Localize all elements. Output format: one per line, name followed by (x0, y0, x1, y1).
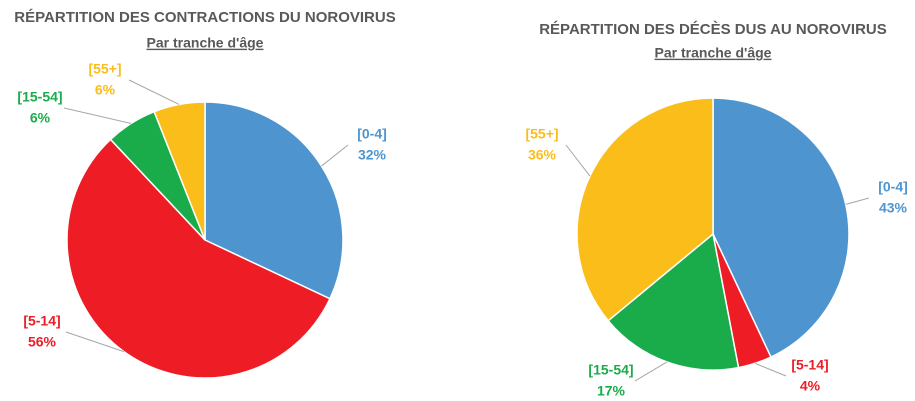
chart-title: RÉPARTITION DES CONTRACTIONS DU NOROVIRU… (14, 9, 395, 26)
slice-label: [55+] (525, 126, 558, 142)
pie-slice (153, 101, 206, 241)
leader-line (65, 331, 125, 353)
slice-value: 6% (95, 82, 116, 98)
slice-value: 4% (800, 378, 821, 394)
slice-label: [15-54] (17, 89, 62, 105)
leader-line (565, 144, 591, 177)
leader-line (321, 144, 349, 167)
leader-line (63, 107, 132, 124)
chart-subtitle: Par tranche d'âge (147, 35, 264, 51)
slice-value: 36% (528, 147, 557, 163)
chart-subtitle: Par tranche d'âge (655, 45, 772, 61)
leader-line (845, 197, 870, 205)
slice-value: 6% (30, 110, 51, 126)
leader-line (634, 361, 668, 382)
slice-label: [15-54] (588, 362, 633, 378)
pie-slice (607, 232, 740, 371)
slice-label: [55+] (88, 61, 121, 77)
slice-label: [0-4] (878, 179, 908, 195)
leader-line (128, 79, 180, 105)
slice-value: 32% (358, 147, 387, 163)
pie-slice (204, 101, 344, 300)
slice-value: 56% (28, 334, 57, 350)
slice-value: 43% (879, 200, 908, 216)
leader-line (754, 362, 787, 377)
slice-label: [5-14] (791, 357, 828, 373)
pie-slice (712, 97, 850, 359)
chart-title: RÉPARTITION DES DÉCÈS DUS AU NOROVIRUS (539, 21, 887, 38)
slice-label: [5-14] (23, 313, 60, 329)
slice-label: [0-4] (357, 126, 387, 142)
slice-value: 17% (597, 383, 626, 399)
